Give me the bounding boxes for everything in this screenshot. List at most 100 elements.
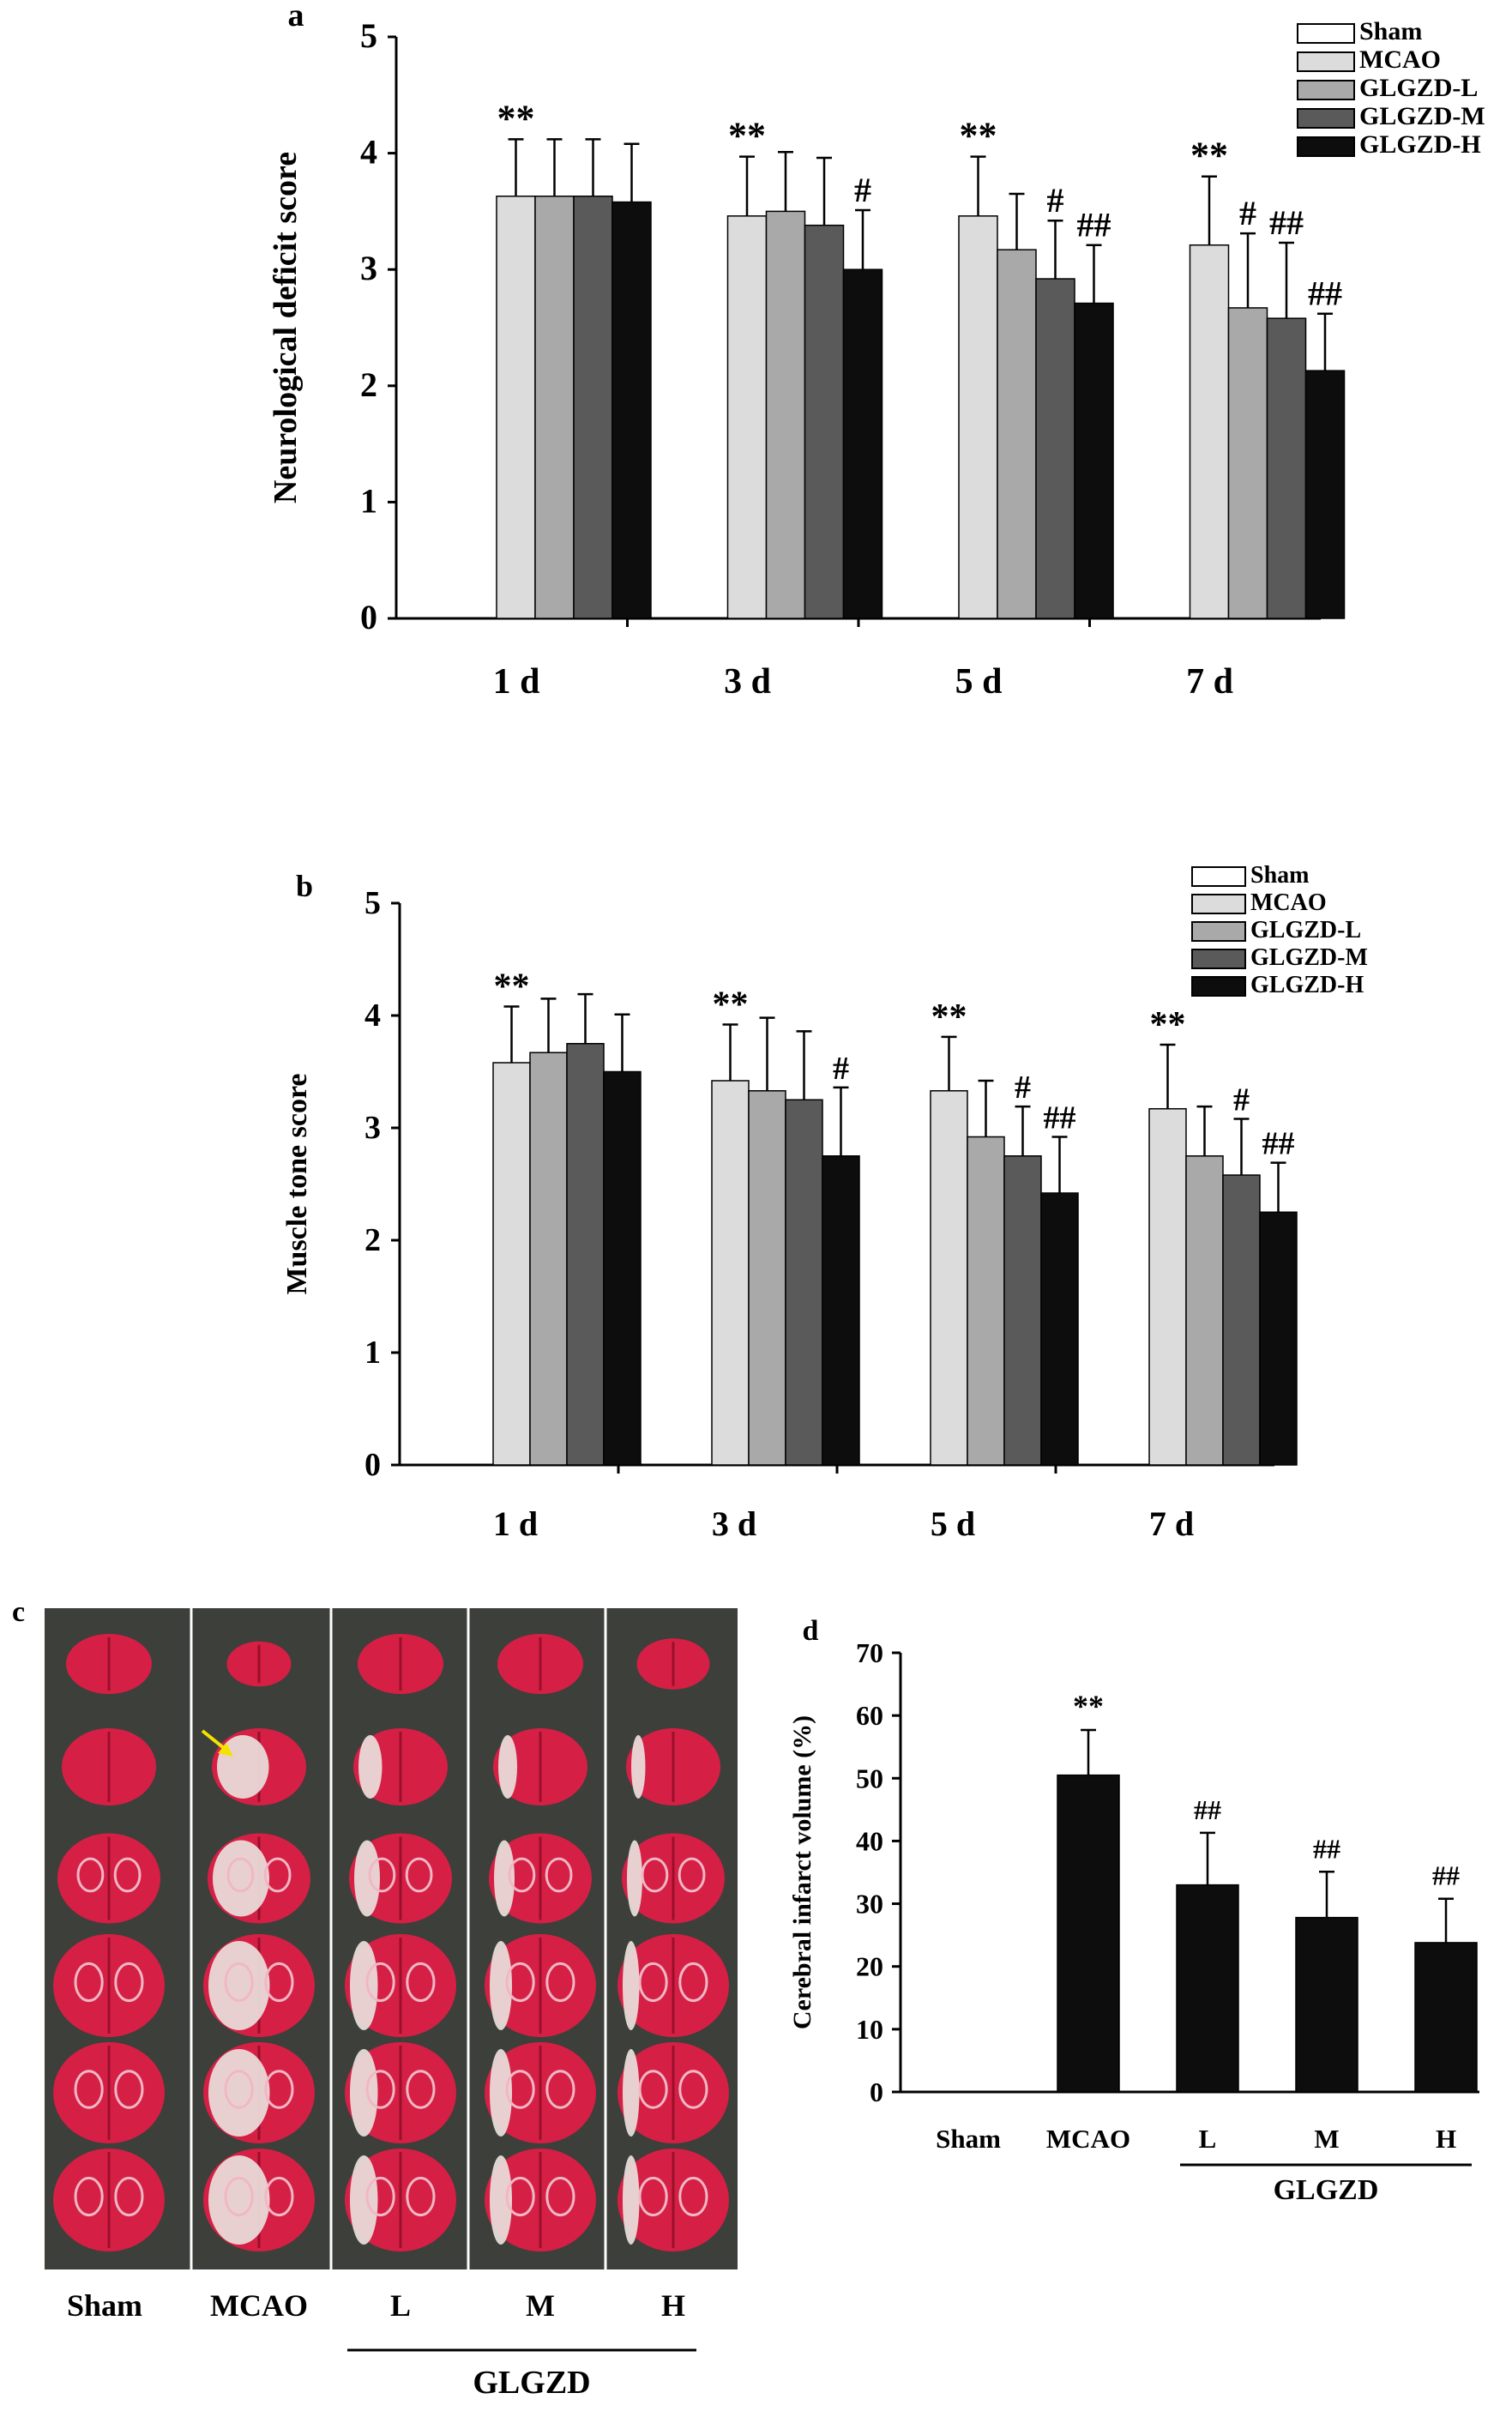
x-category-label: H — [1436, 2124, 1456, 2154]
bar-glgzd-m — [566, 1043, 605, 1466]
y-tick-label: 1 — [360, 481, 377, 520]
hippocampus-outline — [365, 2070, 395, 2109]
x-category-label: 5 d — [955, 662, 1003, 702]
bar-glgzd-m — [1035, 278, 1075, 619]
significance-mark: # — [833, 1051, 849, 1087]
y-axis-title: Neurological deficit score — [268, 152, 304, 503]
y-tick-label: 2 — [360, 365, 377, 404]
bar-glgzd-l — [997, 249, 1037, 619]
bar-mcao — [492, 1062, 531, 1466]
bar-glgzd-h — [1074, 302, 1114, 619]
bar-mcao — [930, 1090, 968, 1466]
hippocampus-outline — [74, 1962, 104, 2003]
significance-mark: ## — [1269, 203, 1304, 242]
significance-mark: ## — [1262, 1126, 1295, 1162]
infarct-region — [623, 2049, 640, 2137]
legend-label: GLGZD-M — [1250, 944, 1368, 971]
hippocampus-outline — [224, 2176, 254, 2217]
bar — [1176, 1884, 1239, 2093]
y-tick-label: 60 — [856, 1700, 883, 1731]
y-tick-label: 50 — [856, 1763, 883, 1793]
y-tick-label: 1 — [364, 1335, 381, 1371]
significance-mark: ** — [728, 115, 766, 157]
bar-glgzd-h — [611, 201, 652, 619]
hippocampus-outline — [638, 1962, 668, 2003]
bar-glgzd-m — [1003, 1155, 1042, 1466]
hippocampus-outline — [114, 2070, 144, 2109]
y-tick-label: 40 — [856, 1825, 883, 1856]
hippocampus-outline — [113, 1857, 142, 1893]
significance-mark: ## — [1432, 1860, 1460, 1891]
infarct-region — [623, 1941, 640, 2030]
hippocampus-outline — [545, 1857, 573, 1893]
bar — [1057, 1774, 1120, 2093]
x-category-label: M — [1314, 2124, 1339, 2154]
significance-mark: ** — [497, 97, 535, 139]
bar-glgzd-l — [1227, 307, 1268, 619]
bar-mcao — [726, 215, 768, 619]
bar-glgzd-l — [534, 196, 575, 619]
column-label: L — [390, 2288, 411, 2323]
panel-label: b — [296, 869, 313, 903]
panel-c-brain-slices-photo: c Sham MCAO L M H GLGZD — [12, 1596, 738, 2401]
hippocampus-outline — [226, 1857, 255, 1893]
bar-glgzd-h — [842, 268, 883, 619]
y-axis-title: Cerebral infarct volume (%) — [788, 1715, 816, 2029]
bar-glgzd-l — [765, 210, 806, 619]
bar-glgzd-m — [785, 1099, 823, 1466]
y-tick-label: 70 — [856, 1637, 883, 1668]
legend-swatch — [1297, 80, 1355, 100]
infarct-region — [627, 1840, 642, 1917]
panel-a-neurological-chart: a 0 1 2 3 4 5 Neurological deficit score 1 d 3 d 5… — [268, 0, 1485, 702]
bar-glgzd-h — [603, 1070, 642, 1466]
y-tick-label: 0 — [364, 1447, 381, 1483]
legend-label: GLGZD-L — [1250, 917, 1361, 943]
infarct-region — [213, 1840, 269, 1917]
hippocampus-outline — [678, 2070, 708, 2109]
legend-swatch — [1191, 921, 1246, 942]
y-axis-title: Muscle tone score — [281, 1073, 313, 1294]
bar-glgzd-m — [573, 196, 613, 619]
bar-glgzd-l — [967, 1136, 1005, 1466]
bar — [1414, 1942, 1478, 2093]
significance-mark: # — [1239, 194, 1256, 232]
panel-label: d — [803, 1615, 819, 1647]
hippocampus-outline — [678, 2176, 708, 2217]
significance-mark: # — [854, 171, 871, 209]
y-tick-label: 0 — [360, 598, 377, 636]
infarct-region — [490, 1941, 512, 2030]
legend-swatch — [1191, 894, 1246, 914]
y-tick-label: 5 — [364, 885, 381, 921]
y-tick-label: 5 — [360, 16, 377, 55]
significance-mark: # — [1015, 1070, 1031, 1106]
panel-d-infarct-volume-chart: d 0 10 20 30 40 50 60 70 Cerebral infarct volume … — [788, 1615, 1479, 2206]
panel-label: a — [288, 0, 304, 33]
hippocampus-outline — [263, 1857, 292, 1893]
significance-mark: ** — [713, 985, 749, 1024]
y-tick-label: 4 — [364, 998, 381, 1034]
bar-glgzd-m — [1222, 1174, 1261, 1466]
infarct-region — [208, 1941, 270, 2030]
x-category-label: 7 d — [1186, 662, 1233, 702]
y-tick-label: 3 — [364, 1110, 381, 1146]
hippocampus-outline — [505, 2070, 535, 2109]
infarct-region — [490, 2155, 512, 2245]
significance-mark: ** — [1150, 1005, 1186, 1045]
bar-glgzd-m — [804, 224, 845, 619]
significance-mark: ** — [1190, 135, 1228, 177]
hippocampus-outline — [74, 2070, 104, 2109]
legend-label: GLGZD-L — [1359, 74, 1478, 102]
hippocampus-outline — [638, 2070, 668, 2109]
bar-glgzd-h — [1259, 1211, 1298, 1466]
infarct-region — [490, 2049, 512, 2137]
significance-mark: ** — [931, 998, 967, 1037]
significance-mark: ## — [1308, 274, 1342, 313]
y-tick-label: 30 — [856, 1889, 883, 1920]
y-tick-label: 20 — [856, 1951, 883, 1982]
legend-label: MCAO — [1250, 889, 1327, 916]
bar-mcao — [711, 1080, 750, 1466]
legend-swatch — [1191, 866, 1246, 887]
infarct-region — [631, 1735, 646, 1799]
hippocampus-outline — [545, 2176, 575, 2217]
x-category-label: MCAO — [1046, 2124, 1130, 2154]
